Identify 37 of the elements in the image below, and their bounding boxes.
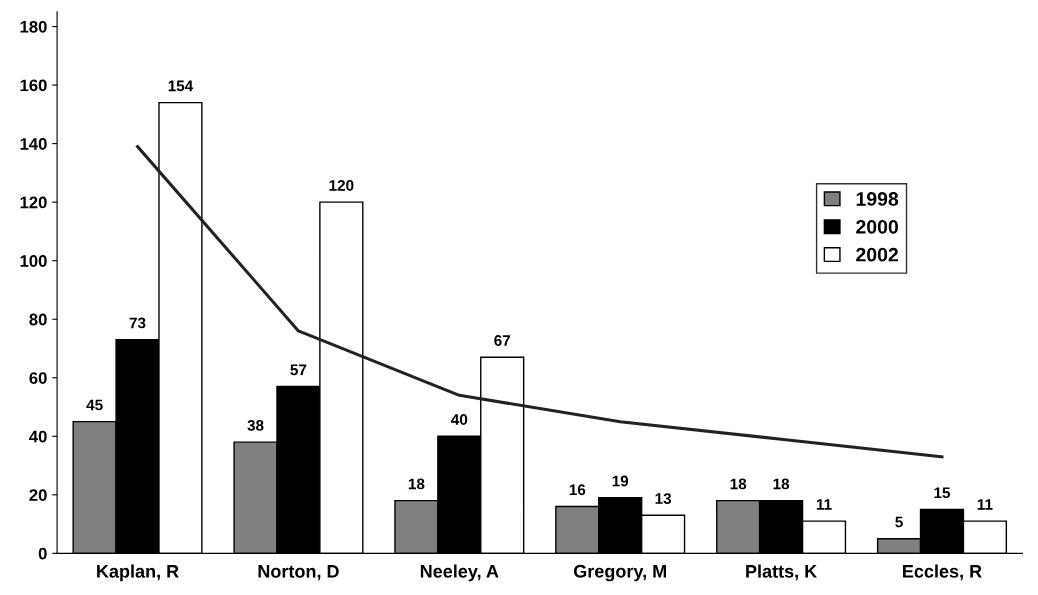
data-label: 16 — [569, 484, 586, 496]
x-tick-label: Eccles, R — [903, 564, 982, 581]
data-label: 67 — [494, 335, 511, 346]
y-tick-label: 60 — [29, 372, 47, 384]
data-label: 45 — [86, 399, 103, 411]
y-tick-label: 180 — [20, 20, 47, 33]
legend-label: 2002 — [856, 247, 898, 262]
data-label: 18 — [773, 478, 790, 490]
y-tick-label: 80 — [29, 313, 47, 326]
x-tick-label: Gregory, M — [573, 564, 666, 582]
data-label: 11 — [816, 499, 832, 510]
y-tick-label: 0 — [38, 547, 47, 560]
data-label: 18 — [408, 478, 425, 490]
data-label: 38 — [247, 419, 264, 431]
data-label: 15 — [934, 487, 951, 499]
data-label: 11 — [977, 499, 993, 510]
x-tick-label: Norton, D — [258, 565, 339, 581]
data-label: 5 — [895, 516, 903, 528]
data-label: 13 — [655, 493, 672, 504]
data-label: 18 — [730, 478, 747, 490]
data-label: 40 — [451, 414, 468, 425]
x-tick-label: Platts, K — [746, 564, 818, 581]
x-tick-label: Neeley, A — [420, 564, 499, 582]
legend-label: 2000 — [856, 219, 898, 234]
y-tick-label: 100 — [20, 255, 47, 267]
data-label: 73 — [129, 317, 146, 329]
y-tick-label: 20 — [29, 489, 47, 502]
x-tick-label: Kaplan, R — [97, 564, 179, 582]
y-tick-label: 140 — [20, 138, 47, 150]
data-label: 120 — [329, 179, 354, 191]
data-label: 57 — [290, 364, 307, 376]
data-label: 19 — [612, 475, 629, 487]
y-tick-label: 120 — [20, 196, 47, 209]
y-tick-label: 40 — [29, 430, 47, 443]
y-tick-label: 160 — [20, 79, 47, 92]
data-label: 154 — [168, 80, 194, 92]
legend-label: 1998 — [856, 192, 899, 206]
